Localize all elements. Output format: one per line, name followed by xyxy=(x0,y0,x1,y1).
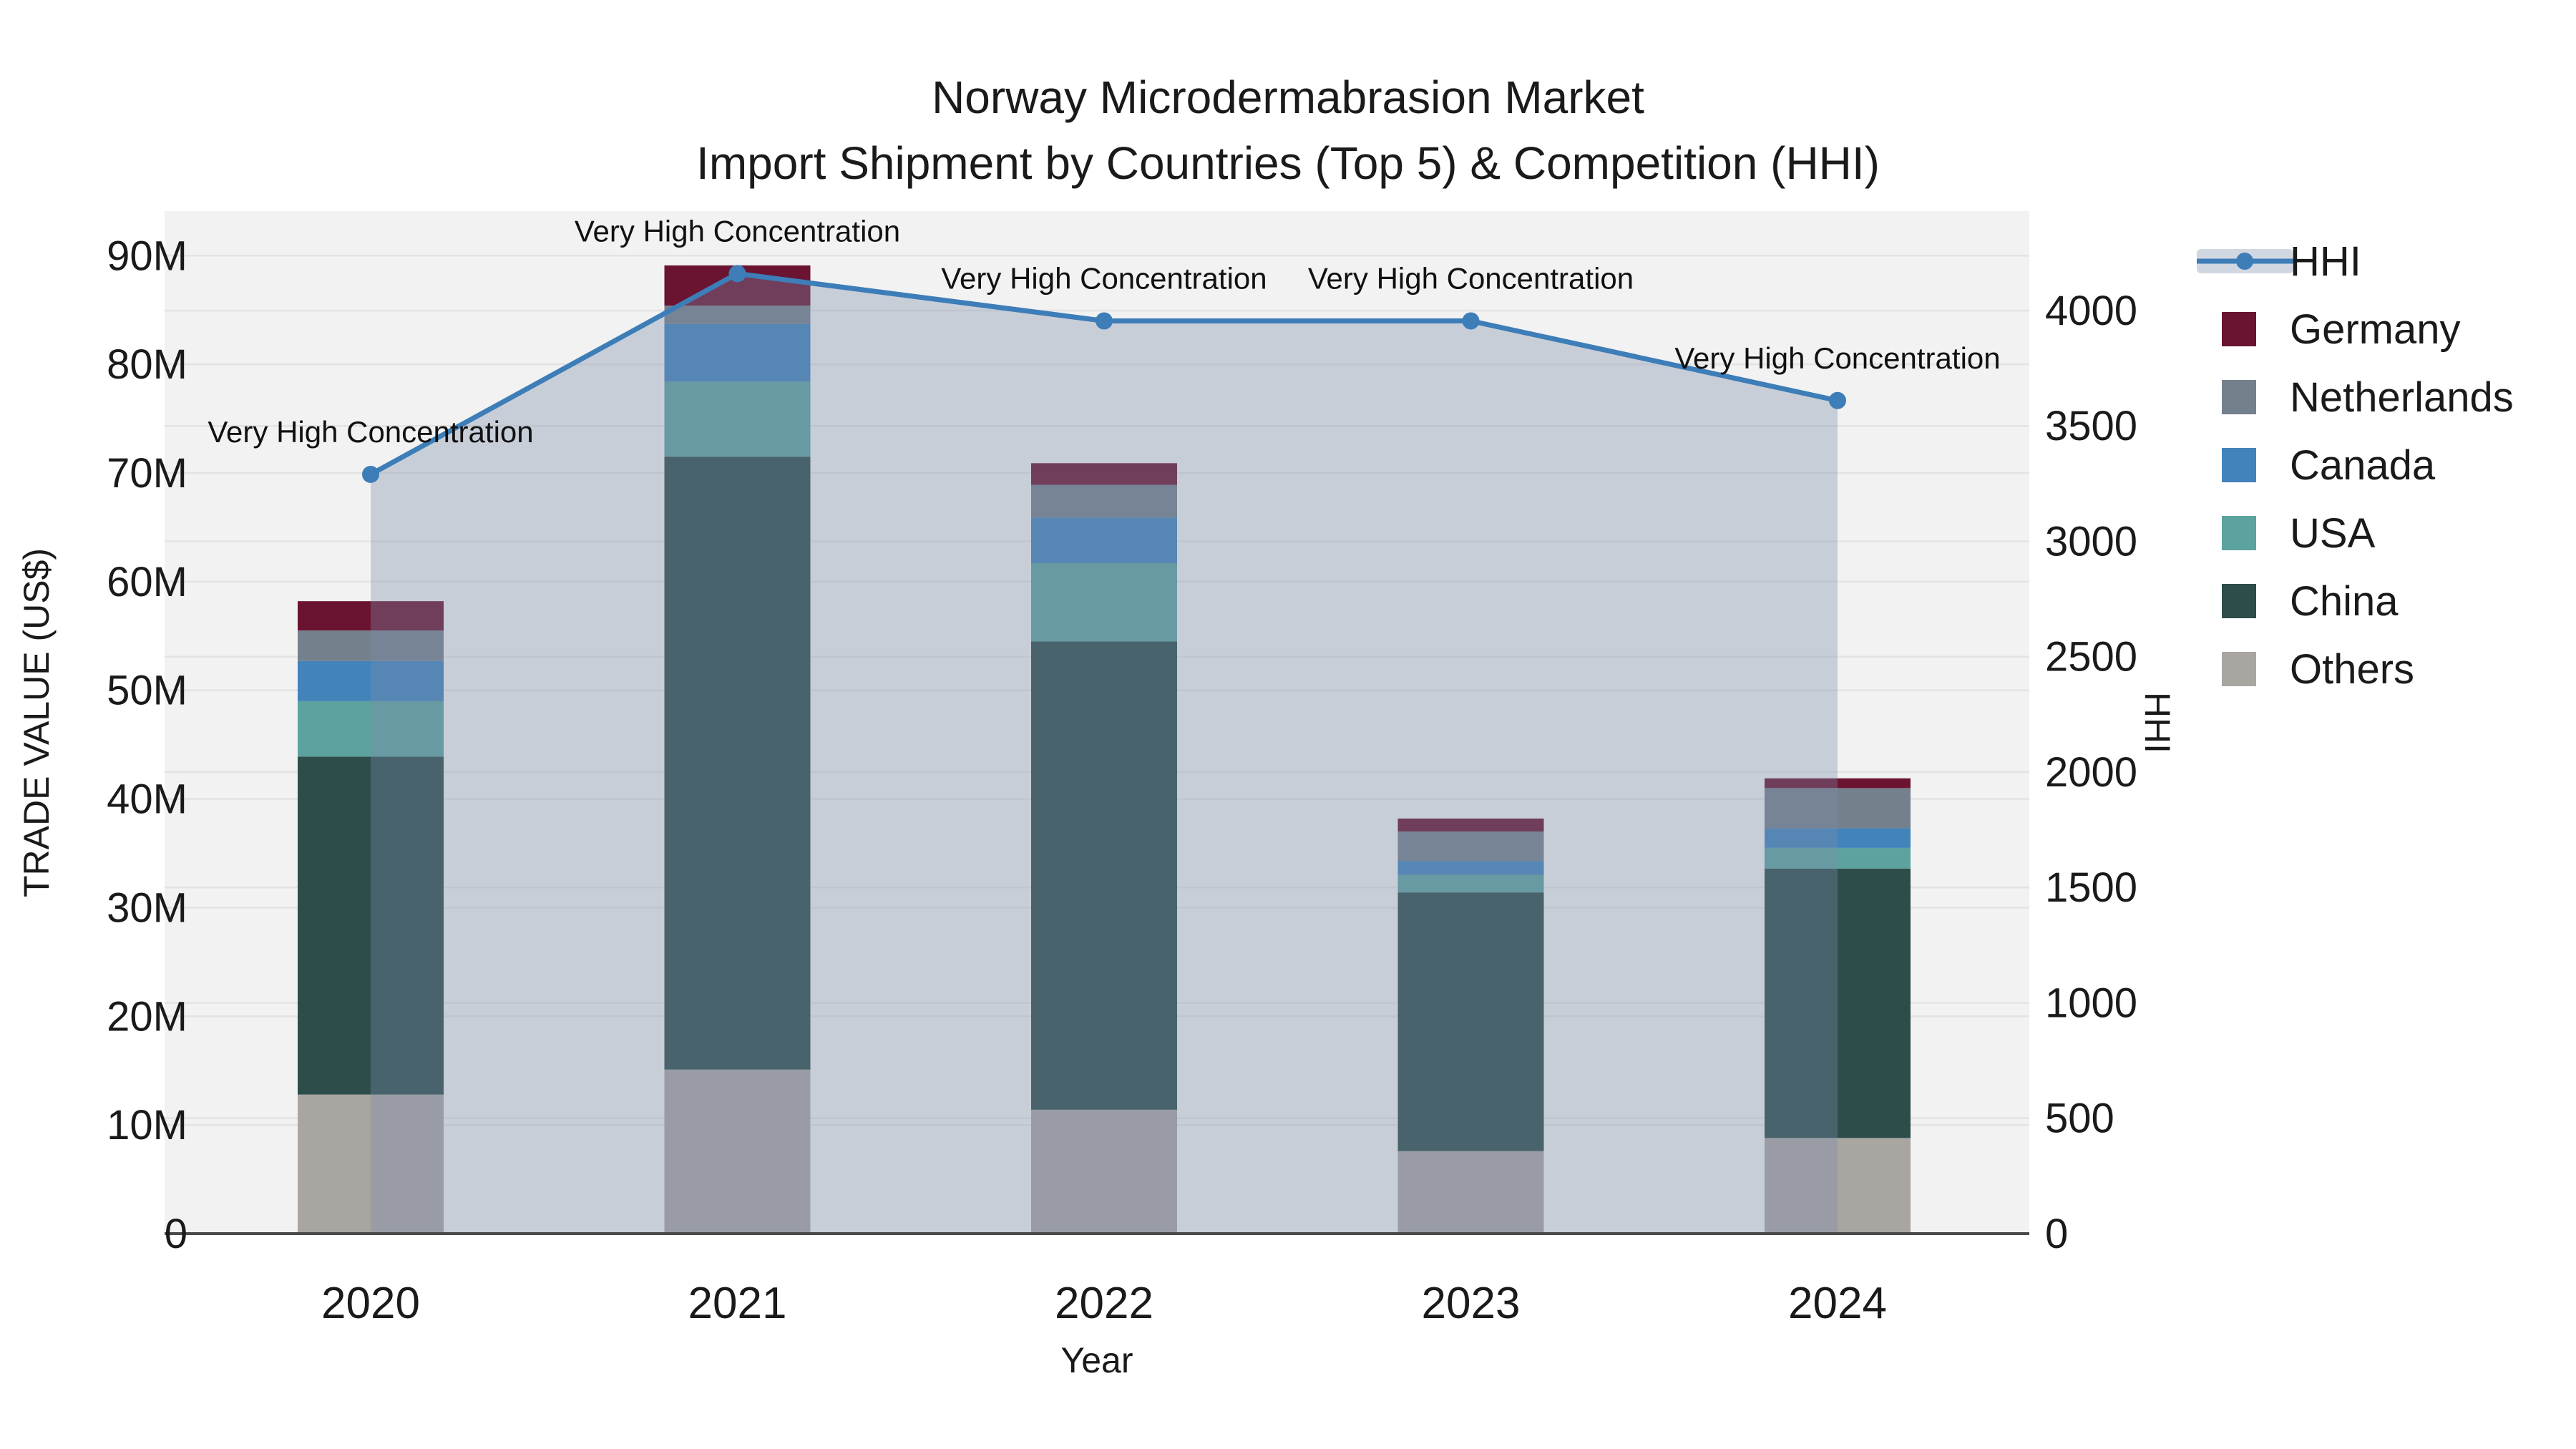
bar-segment-china-2022[interactable] xyxy=(1031,641,1177,1110)
hhi-marker-2024[interactable] xyxy=(1829,391,1846,409)
hhi-marker-2020[interactable] xyxy=(362,465,379,483)
annotation-2020: Very High Concentration xyxy=(208,415,533,449)
hhi-legend-marker xyxy=(2236,253,2253,270)
legend-item-others[interactable]: Others xyxy=(2222,646,2414,693)
y-left-tick-label: 40M xyxy=(107,776,187,823)
y-left-tick-label: 60M xyxy=(107,559,187,605)
y-axis-title-right: HHI xyxy=(2137,692,2177,753)
bar-segment-usa-2022[interactable] xyxy=(1031,563,1177,642)
bar-segment-others-2024[interactable] xyxy=(1765,1138,1911,1234)
legend-label-canada: Canada xyxy=(2290,442,2436,489)
x-tick-label-2023: 2023 xyxy=(1422,1279,1521,1328)
legend-item-netherlands[interactable]: Netherlands xyxy=(2222,374,2514,421)
bar-segment-usa-2024[interactable] xyxy=(1765,847,1911,869)
plot-layer: Very High Concentration Very High Concent… xyxy=(107,211,2137,1328)
bar-segment-usa-2020[interactable] xyxy=(298,701,444,757)
legend-label-netherlands: Netherlands xyxy=(2290,374,2514,421)
annotation-2021: Very High Concentration xyxy=(575,214,900,248)
bar-segment-usa-2021[interactable] xyxy=(664,381,811,457)
x-axis-title: Year xyxy=(1060,1340,1133,1380)
annotation-2022: Very High Concentration xyxy=(941,262,1267,296)
y-left-tick-label: 20M xyxy=(107,993,187,1040)
y-left-tick-label: 30M xyxy=(107,884,187,931)
bar-segment-canada-2022[interactable] xyxy=(1031,517,1177,564)
annotation-2023: Very High Concentration xyxy=(1308,262,1634,296)
bar-segment-canada-2020[interactable] xyxy=(298,660,444,701)
y-left-tick-label: 0 xyxy=(165,1211,187,1257)
bar-segment-others-2020[interactable] xyxy=(298,1094,444,1234)
legend-label-others: Others xyxy=(2290,646,2414,693)
y-left-tick-label: 10M xyxy=(107,1102,187,1148)
y-left-tick-label: 70M xyxy=(107,450,187,497)
legend-swatch-others xyxy=(2222,652,2256,686)
bar-segment-netherlands-2023[interactable] xyxy=(1397,831,1544,862)
annotation-2024: Very High Concentration xyxy=(1674,341,2000,375)
bar-segment-china-2024[interactable] xyxy=(1765,868,1911,1138)
legend-swatch-netherlands xyxy=(2222,380,2256,414)
y-left-tick-label: 50M xyxy=(107,668,187,714)
legend-swatch-usa xyxy=(2222,516,2256,550)
y-right-tick-label: 1500 xyxy=(2045,864,2137,911)
bar-segment-others-2023[interactable] xyxy=(1397,1151,1544,1234)
bar-segment-germany-2024[interactable] xyxy=(1765,778,1911,789)
bar-segment-others-2022[interactable] xyxy=(1031,1109,1177,1234)
hhi-marker-2023[interactable] xyxy=(1462,312,1480,330)
x-tick-label-2024: 2024 xyxy=(1788,1279,1887,1328)
bar-segment-netherlands-2022[interactable] xyxy=(1031,484,1177,518)
y-right-tick-label: 3500 xyxy=(2045,403,2137,449)
legend-swatch-china xyxy=(2222,584,2256,618)
bar-segment-netherlands-2020[interactable] xyxy=(298,630,444,661)
chart-legend: HHI Germany Netherlands Canada USA China Other… xyxy=(2197,238,2514,693)
legend-swatch-germany xyxy=(2222,312,2256,346)
y-right-tick-label: 2500 xyxy=(2045,634,2137,680)
chart-title-line1: Norway Microdermabrasion Market xyxy=(932,72,1644,123)
bar-segment-china-2021[interactable] xyxy=(664,457,811,1070)
legend-label-china: China xyxy=(2290,578,2399,625)
legend-label-hhi: HHI xyxy=(2290,238,2361,285)
y-right-tick-label: 3000 xyxy=(2045,518,2137,565)
y-right-tick-label: 0 xyxy=(2045,1211,2068,1257)
bar-segment-germany-2020[interactable] xyxy=(298,601,444,631)
legend-item-canada[interactable]: Canada xyxy=(2222,442,2436,489)
bar-segment-canada-2021[interactable] xyxy=(664,323,811,382)
legend-label-usa: USA xyxy=(2290,510,2376,557)
hhi-marker-2021[interactable] xyxy=(728,265,746,283)
hhi-marker-2022[interactable] xyxy=(1096,312,1113,330)
bar-segment-netherlands-2021[interactable] xyxy=(664,306,811,324)
bar-segment-others-2021[interactable] xyxy=(664,1069,811,1234)
legend-label-germany: Germany xyxy=(2290,306,2461,353)
y-right-tick-label: 500 xyxy=(2045,1096,2114,1142)
legend-item-hhi[interactable]: HHI xyxy=(2197,238,2361,285)
bar-segment-netherlands-2024[interactable] xyxy=(1765,788,1911,829)
bar-segment-canada-2024[interactable] xyxy=(1765,828,1911,848)
y-right-tick-label: 1000 xyxy=(2045,980,2137,1026)
legend-swatch-canada xyxy=(2222,448,2256,482)
y-left-tick-label: 80M xyxy=(107,341,187,388)
y-right-tick-label: 2000 xyxy=(2045,749,2137,796)
legend-item-china[interactable]: China xyxy=(2222,578,2399,625)
bar-segment-china-2023[interactable] xyxy=(1397,892,1544,1151)
bar-segment-canada-2023[interactable] xyxy=(1397,861,1544,875)
x-tick-label-2021: 2021 xyxy=(688,1279,787,1328)
bar-segment-china-2020[interactable] xyxy=(298,756,444,1095)
bar-segment-germany-2022[interactable] xyxy=(1031,463,1177,485)
legend-item-germany[interactable]: Germany xyxy=(2222,306,2461,353)
hhi-area-fill xyxy=(371,273,1838,1234)
y-left-tick-label: 90M xyxy=(107,233,187,279)
y-right-tick-label: 4000 xyxy=(2045,288,2137,334)
y-axis-title-left: TRADE VALUE (US$) xyxy=(16,548,57,897)
bar-segment-germany-2023[interactable] xyxy=(1397,818,1544,832)
legend-item-usa[interactable]: USA xyxy=(2222,510,2376,557)
x-tick-label-2020: 2020 xyxy=(321,1279,420,1328)
bar-segment-usa-2023[interactable] xyxy=(1397,874,1544,893)
chart-title-line2: Import Shipment by Countries (Top 5) & C… xyxy=(696,137,1880,189)
x-tick-label-2022: 2022 xyxy=(1055,1279,1153,1328)
